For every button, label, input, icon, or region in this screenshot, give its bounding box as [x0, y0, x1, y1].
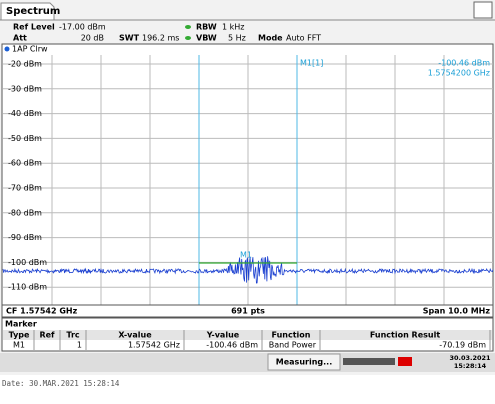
- att-label: Att: [13, 34, 27, 43]
- marker-table-title: Marker: [5, 320, 37, 329]
- y-tick-label: -30 dBm: [8, 84, 42, 93]
- y-tick-label: -60 dBm: [8, 159, 42, 168]
- mode: Auto FFT: [286, 34, 321, 43]
- status-time: 15:28:14: [454, 362, 487, 370]
- y-tick-label: -50 dBm: [8, 134, 42, 143]
- y-tick-label: -20 dBm: [8, 60, 42, 69]
- swt: 196.2 ms: [142, 34, 179, 43]
- y-tick-label: -110 dBm: [8, 283, 47, 292]
- points: 691 pts: [231, 307, 265, 316]
- vbw-label: VBW: [196, 34, 217, 43]
- trace-dot: [4, 46, 10, 52]
- marker-freq: 1.5754200 GHz: [428, 69, 490, 78]
- y-tick-label: -80 dBm: [8, 208, 42, 217]
- y-tick-label: -90 dBm: [8, 233, 42, 242]
- trace-label: 1AP Clrw: [12, 45, 48, 54]
- table-header: Ref: [39, 331, 55, 340]
- table-cell: Band Power: [269, 341, 317, 350]
- att: 20 dB: [81, 34, 104, 43]
- table-cell: -70.19 dBm: [439, 341, 486, 350]
- table-header: Function: [272, 331, 311, 340]
- table-cell: 1.57542 GHz: [128, 341, 180, 350]
- table-header: Type: [9, 331, 30, 340]
- tab[interactable]: [0, 2, 55, 20]
- table-header: X-value: [118, 331, 152, 340]
- tab-label[interactable]: Spectrum: [6, 6, 60, 17]
- footer-bar: [1, 304, 494, 318]
- rbw-label: RBW: [196, 23, 217, 32]
- ref-level-label: Ref Level: [13, 23, 55, 32]
- status-date: 30.03.2021: [449, 354, 491, 362]
- swt-label: SWT: [119, 34, 140, 43]
- date-line: Date: 30.MAR.2021 15:28:14: [2, 379, 120, 388]
- y-tick-label: -100 dBm: [8, 258, 47, 267]
- vbw-indicator: [185, 36, 191, 40]
- rbw: 1 kHz: [222, 23, 244, 32]
- table-header: Trc: [66, 331, 80, 340]
- status-icon: [398, 357, 412, 366]
- span: Span 10.0 MHz: [423, 307, 491, 316]
- table-header-bg: [3, 330, 492, 340]
- vbw: 5 Hz: [228, 34, 246, 43]
- center-frequency: CF 1.57542 GHz: [6, 307, 78, 316]
- rbw-indicator: [185, 25, 191, 29]
- marker-point-label: M1: [240, 251, 252, 260]
- table-cell: -100.46 dBm: [206, 341, 258, 350]
- table-header: Y-value: [206, 331, 240, 340]
- status-field: [267, 353, 341, 371]
- mode-label: Mode: [258, 34, 283, 43]
- y-tick-label: -70 dBm: [8, 184, 42, 193]
- status-bar: [0, 353, 495, 372]
- y-tick-label: -40 dBm: [8, 109, 42, 118]
- status-measuring: Measuring...: [276, 358, 332, 367]
- progress-bar: [343, 358, 395, 365]
- ref-level: -17.00 dBm: [59, 23, 106, 32]
- window-button[interactable]: [473, 1, 493, 19]
- table-header: Function Result: [370, 331, 441, 340]
- marker-tag: M1[1]: [300, 59, 323, 68]
- marker-level: -100.46 dBm: [438, 59, 490, 68]
- table-cell: 1: [77, 341, 82, 350]
- table-cell: M1: [13, 341, 25, 350]
